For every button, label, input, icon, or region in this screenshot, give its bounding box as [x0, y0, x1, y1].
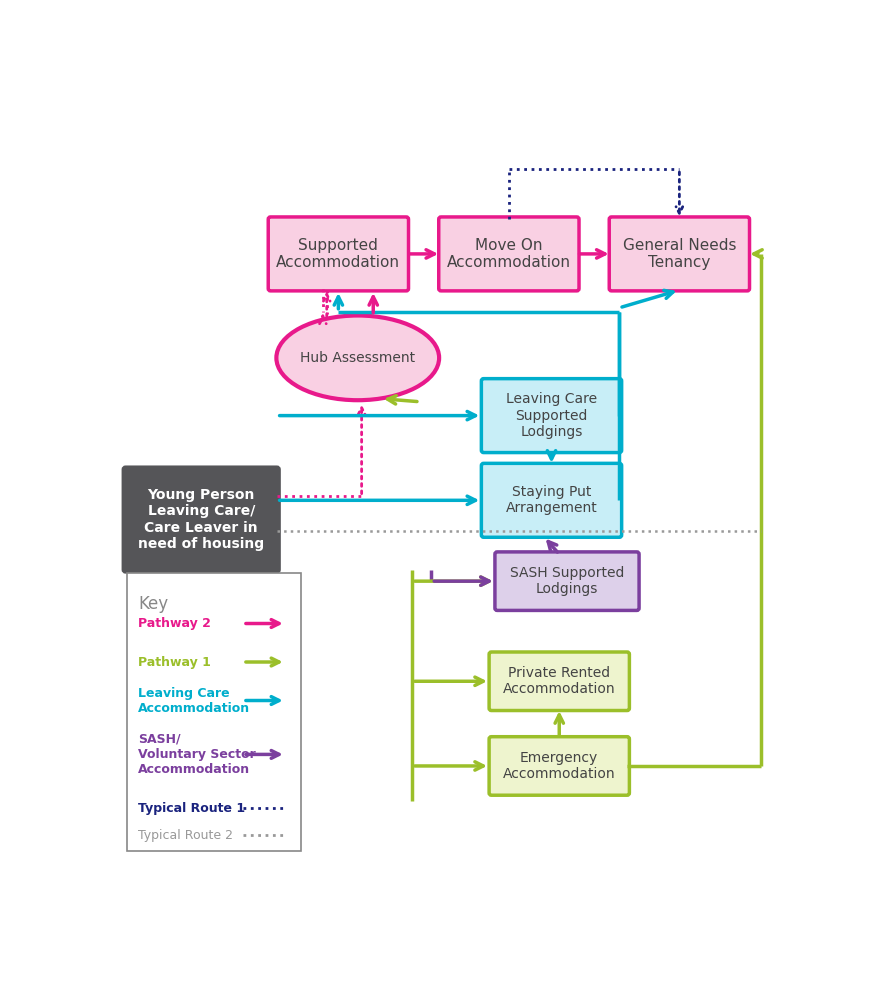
Text: Leaving Care
Supported
Lodgings: Leaving Care Supported Lodgings	[505, 392, 596, 439]
Text: Emergency
Accommodation: Emergency Accommodation	[503, 751, 615, 781]
Text: Move On
Accommodation: Move On Accommodation	[446, 237, 570, 270]
Text: SASH/
Voluntary Sector
Accommodation: SASH/ Voluntary Sector Accommodation	[139, 733, 256, 776]
FancyBboxPatch shape	[488, 652, 629, 711]
Text: Typical Route 1: Typical Route 1	[139, 801, 246, 815]
FancyBboxPatch shape	[268, 216, 408, 291]
Text: SASH Supported
Lodgings: SASH Supported Lodgings	[510, 566, 624, 596]
FancyBboxPatch shape	[123, 467, 279, 572]
Ellipse shape	[276, 316, 438, 400]
Text: Leaving Care
Accommodation: Leaving Care Accommodation	[139, 686, 250, 715]
FancyBboxPatch shape	[438, 216, 578, 291]
FancyBboxPatch shape	[495, 552, 638, 611]
FancyBboxPatch shape	[488, 737, 629, 795]
Text: Typical Route 2: Typical Route 2	[139, 829, 233, 842]
Text: Hub Assessment: Hub Assessment	[300, 351, 415, 364]
Text: Supported
Accommodation: Supported Accommodation	[276, 237, 400, 270]
Text: Key: Key	[139, 595, 168, 613]
Text: Staying Put
Arrangement: Staying Put Arrangement	[505, 486, 596, 515]
FancyBboxPatch shape	[609, 216, 749, 291]
Text: Pathway 2: Pathway 2	[139, 617, 211, 630]
Text: Private Rented
Accommodation: Private Rented Accommodation	[503, 666, 615, 696]
Text: Young Person
Leaving Care/
Care Leaver in
need of housing: Young Person Leaving Care/ Care Leaver i…	[138, 489, 264, 551]
FancyBboxPatch shape	[481, 378, 621, 453]
Text: Pathway 1: Pathway 1	[139, 655, 211, 668]
FancyBboxPatch shape	[126, 574, 301, 851]
FancyBboxPatch shape	[481, 464, 621, 537]
Text: General Needs
Tenancy: General Needs Tenancy	[622, 237, 735, 270]
